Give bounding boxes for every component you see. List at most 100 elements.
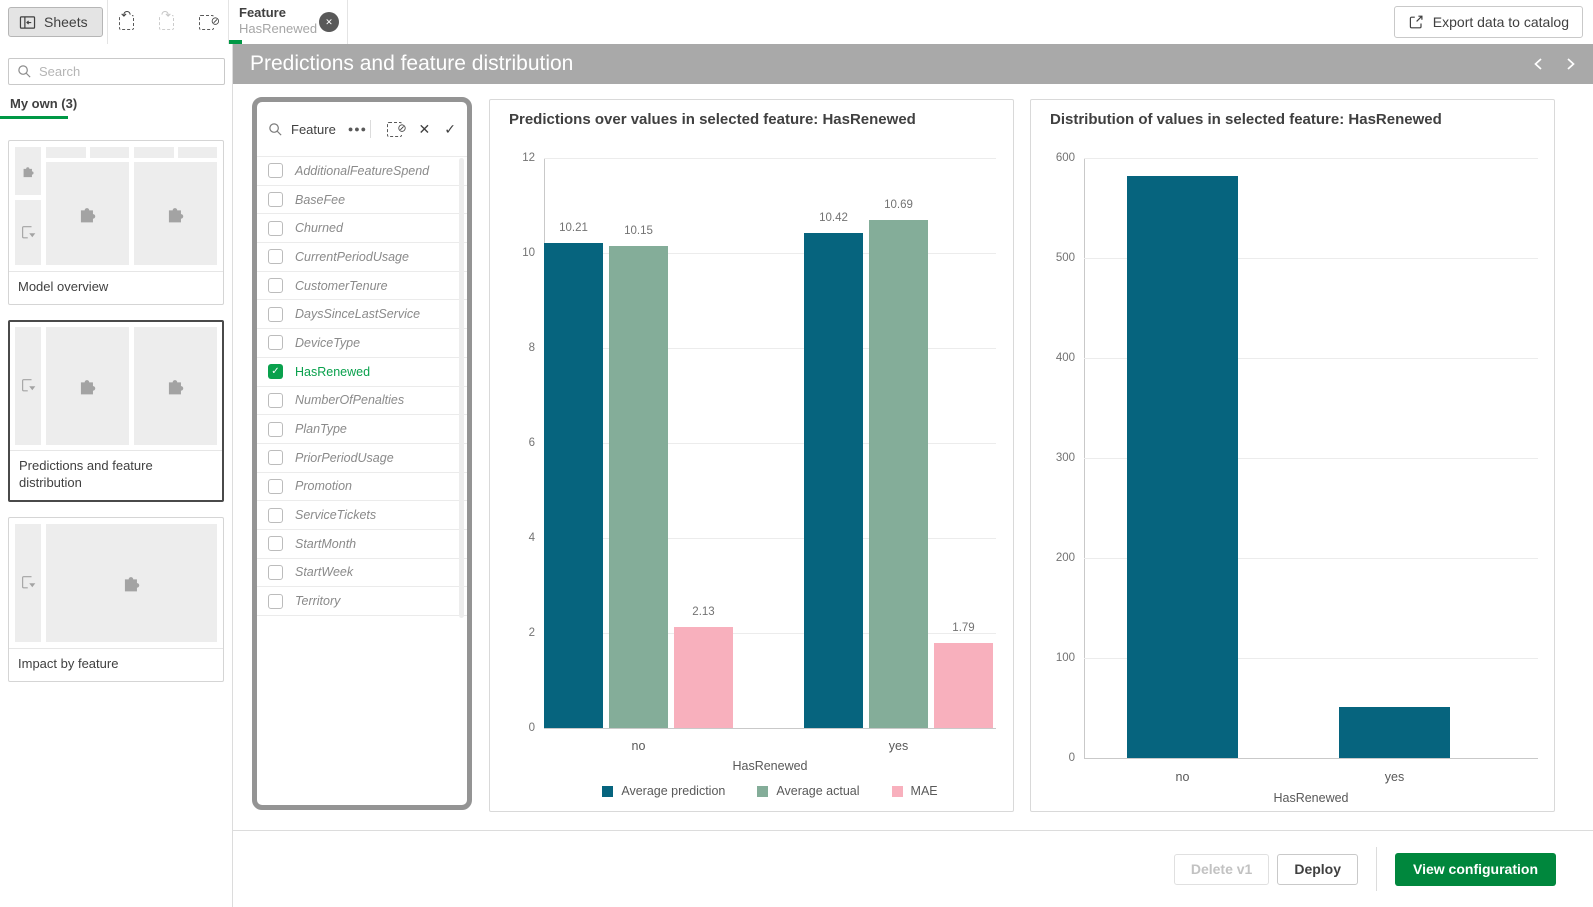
feature-checkbox[interactable] xyxy=(268,507,283,523)
legend-item[interactable]: Average prediction xyxy=(602,784,725,798)
feature-item[interactable]: DeviceType xyxy=(257,329,467,358)
sheet-thumbnail xyxy=(9,518,223,648)
feature-checkbox[interactable] xyxy=(268,536,283,552)
cancel-selection-icon[interactable]: ✕ xyxy=(418,120,431,137)
feature-item[interactable]: ServiceTickets xyxy=(257,501,467,530)
sheet-title: Predictions and feature distribution xyxy=(250,52,574,75)
view-configuration-button[interactable]: View configuration xyxy=(1395,852,1556,886)
feature-item[interactable]: DaysSinceLastService xyxy=(257,300,467,330)
y-tick-label: 600 xyxy=(1055,152,1075,164)
feature-item[interactable]: StartWeek xyxy=(257,558,467,588)
feature-checkbox[interactable] xyxy=(268,335,283,351)
legend-swatch xyxy=(891,785,903,797)
feature-checkbox[interactable]: ✓ xyxy=(268,364,283,380)
feature-item[interactable]: ✓ HasRenewed xyxy=(257,357,467,387)
search-input[interactable] xyxy=(39,64,216,79)
feature-item[interactable]: Promotion xyxy=(257,472,467,502)
sheets-button-label: Sheets xyxy=(44,14,88,30)
legend-item[interactable]: MAE xyxy=(891,784,938,798)
bar-average-actual[interactable] xyxy=(869,220,928,728)
bar-mae[interactable] xyxy=(934,642,993,728)
feature-item[interactable]: BaseFee xyxy=(257,185,467,215)
feature-item[interactable]: PlanType xyxy=(257,415,467,444)
clear-selection-icon[interactable]: ⊘ xyxy=(385,119,407,139)
filterpane-icon xyxy=(20,574,37,591)
feature-item-label: NumberOfPenalties xyxy=(295,393,405,408)
check-icon: ✓ xyxy=(271,366,280,378)
feature-checkbox[interactable] xyxy=(268,421,283,437)
bar-average-prediction[interactable] xyxy=(544,243,603,728)
bar-value-label: 2.13 xyxy=(692,605,715,618)
selection-tab-feature[interactable]: Feature HasRenewed ✕ xyxy=(228,0,348,44)
divider xyxy=(1376,847,1378,891)
feature-checkbox[interactable] xyxy=(268,450,283,466)
feature-checkbox[interactable] xyxy=(268,220,283,236)
bar-yes[interactable] xyxy=(1339,707,1450,758)
predictions-chart-plot: 0 2 4 6 8 10 12 10.21 10.15 2.13 no 10.42 10.69 1.79 y… xyxy=(522,152,996,798)
toolbar-divider xyxy=(107,0,108,44)
y-tick-label: 400 xyxy=(1055,352,1075,364)
export-data-button[interactable]: Export data to catalog xyxy=(1393,6,1583,38)
gridline xyxy=(544,443,996,444)
feature-checkbox[interactable] xyxy=(268,478,283,494)
sheets-button[interactable]: Sheets xyxy=(8,7,103,37)
chevron-right-icon[interactable] xyxy=(1561,55,1579,73)
feature-checkbox[interactable] xyxy=(268,192,283,208)
clear-all-selections-icon[interactable]: ⊘ xyxy=(192,8,221,36)
delete-version-button[interactable]: Delete v1 xyxy=(1173,853,1270,885)
sheet-search-box[interactable] xyxy=(8,58,225,85)
confirm-selection-icon[interactable]: ✓ xyxy=(444,120,456,137)
feature-item[interactable]: CurrentPeriodUsage xyxy=(257,243,467,272)
chevron-left-icon[interactable] xyxy=(1530,55,1548,73)
selection-tab-field: Feature xyxy=(239,5,286,20)
feature-checkbox[interactable] xyxy=(268,564,283,580)
search-icon[interactable] xyxy=(268,122,283,137)
legend-label: Average prediction xyxy=(621,784,726,798)
close-icon[interactable]: ✕ xyxy=(319,12,339,32)
distribution-chart-plot: 0 100 200 300 400 500 600 no yes HasRenewed xyxy=(1056,152,1538,805)
x-axis-title: HasRenewed xyxy=(1273,791,1349,805)
y-tick-label: 12 xyxy=(522,152,535,164)
feature-checkbox[interactable] xyxy=(268,278,283,294)
x-tick-label: no xyxy=(631,739,646,753)
chart-title: Distribution of values in selected featu… xyxy=(1050,111,1442,128)
y-tick-label: 200 xyxy=(1055,552,1075,564)
sheet-thumbnail xyxy=(10,322,222,450)
selection-tab-indicator xyxy=(229,40,242,44)
feature-checkbox[interactable] xyxy=(268,249,283,265)
sheet-card-predictions[interactable]: Predictions and feature distribution xyxy=(8,319,224,502)
feature-item[interactable]: Territory xyxy=(257,587,467,616)
selection-step-forward-icon[interactable]: ↷ xyxy=(152,8,180,36)
bar-average-actual[interactable] xyxy=(609,245,668,728)
sheet-card-impact[interactable]: Impact by feature xyxy=(8,516,224,682)
feature-checkbox[interactable] xyxy=(268,306,283,322)
deploy-button[interactable]: Deploy xyxy=(1277,853,1359,885)
feature-checkbox[interactable] xyxy=(268,593,283,609)
bar-no[interactable] xyxy=(1127,176,1238,758)
feature-item-label: CurrentPeriodUsage xyxy=(295,249,409,264)
scrollbar[interactable] xyxy=(459,158,464,618)
feature-item[interactable]: Churned xyxy=(257,214,467,244)
feature-item[interactable]: PriorPeriodUsage xyxy=(257,443,467,473)
feature-item[interactable]: NumberOfPenalties xyxy=(257,386,467,416)
feature-checkbox[interactable] xyxy=(268,163,283,179)
feature-item[interactable]: AdditionalFeatureSpend xyxy=(257,157,467,186)
feature-item-label: Territory xyxy=(295,594,341,609)
feature-item-label: CustomerTenure xyxy=(295,278,388,293)
feature-item-label: Promotion xyxy=(295,479,352,494)
more-options-icon[interactable]: ●●● xyxy=(347,124,368,134)
selection-step-back-icon[interactable]: ↶ xyxy=(112,8,140,36)
action-footer: Delete v1 Deploy View configuration xyxy=(233,830,1593,907)
sheet-card-model-overview[interactable]: Model overview xyxy=(8,140,224,305)
gridline xyxy=(544,348,996,349)
feature-checkbox[interactable] xyxy=(268,392,283,408)
tab-my-own[interactable]: My own (3) xyxy=(10,96,78,111)
legend-item[interactable]: Average actual xyxy=(757,784,860,798)
feature-item[interactable]: CustomerTenure xyxy=(257,271,467,301)
feature-item[interactable]: StartMonth xyxy=(257,529,467,559)
bar-average-prediction[interactable] xyxy=(804,233,863,728)
y-tick-label: 10 xyxy=(522,247,535,259)
bar-mae[interactable] xyxy=(674,626,733,728)
feature-item-label: PriorPeriodUsage xyxy=(295,450,394,465)
thumb-chip xyxy=(134,147,174,158)
